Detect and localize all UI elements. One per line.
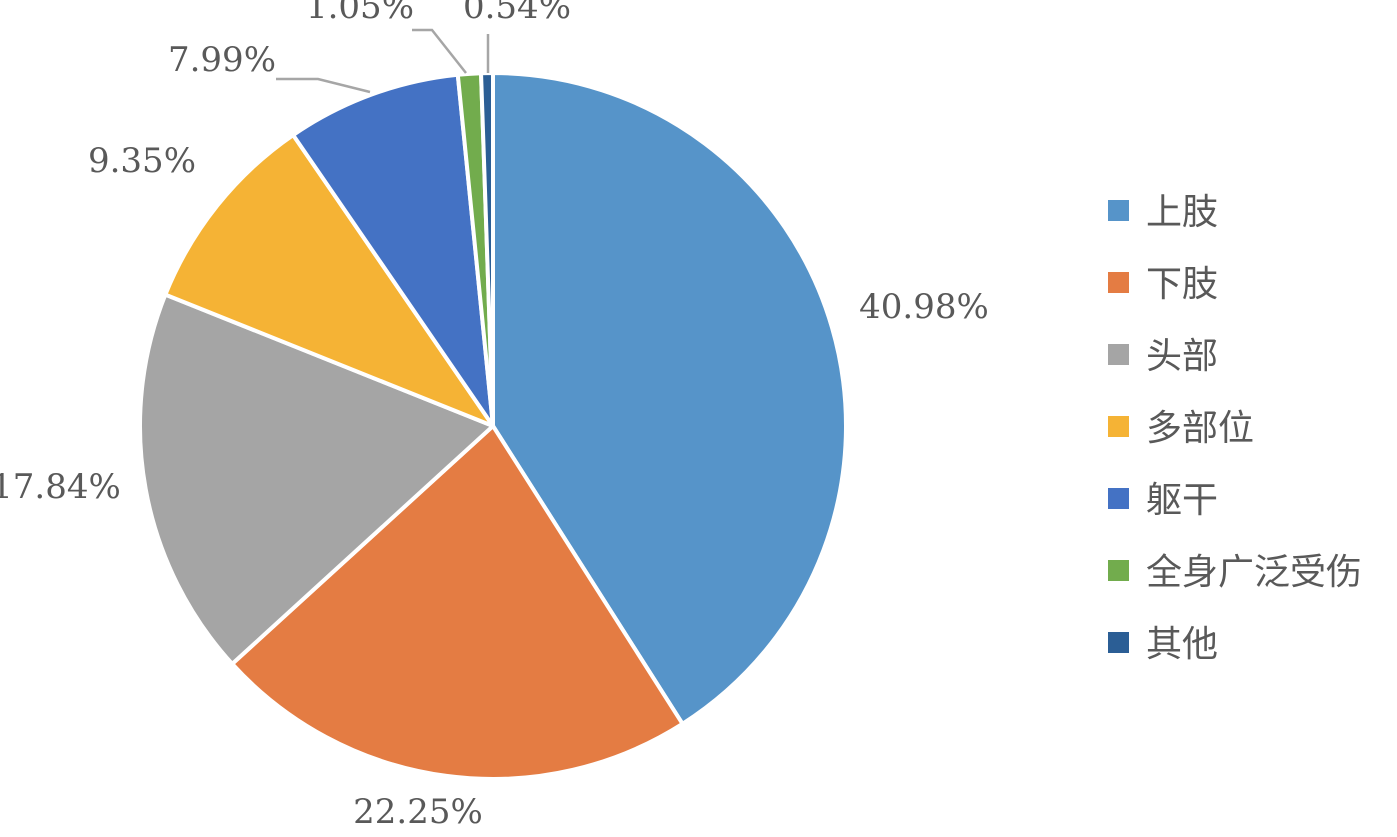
legend-label-6: 全身广泛受伤 [1146, 552, 1362, 593]
leader-line-5 [276, 77, 371, 94]
data-label-2: 22.25% [353, 792, 483, 832]
pie-slice-4 [163, 133, 495, 428]
data-label-7: 0.54% [463, 0, 571, 27]
legend-swatch-2 [1108, 272, 1129, 293]
legend-swatch-5 [1108, 488, 1129, 509]
legend-label-2: 下肢 [1146, 264, 1218, 305]
pie-slices [138, 71, 848, 781]
data-label-5: 7.99% [168, 40, 276, 80]
pie-slice-5 [291, 72, 495, 428]
data-label-3: 17.84% [0, 467, 121, 507]
data-labels: 40.98% 22.25% 17.84% 9.35% 7.99% 1.05% 0.54% [0, 0, 989, 832]
legend-swatch-7 [1108, 632, 1129, 653]
legend-label-7: 其他 [1146, 624, 1218, 665]
leader-lines [276, 28, 490, 94]
legend-swatch-6 [1108, 560, 1129, 581]
legend-swatch-3 [1108, 344, 1129, 365]
legend-swatch-1 [1108, 200, 1129, 221]
legend-label-5: 躯干 [1146, 480, 1218, 521]
pie-slice-7 [479, 71, 495, 428]
pie-slice-3 [138, 292, 495, 666]
legend-label-1: 上肢 [1146, 192, 1218, 233]
legend-label-3: 头部 [1146, 336, 1218, 377]
data-label-4: 9.35% [88, 141, 196, 181]
leader-line-6 [412, 28, 467, 74]
legend-swatch-4 [1108, 416, 1129, 437]
data-label-6: 1.05% [306, 0, 414, 27]
pie-slice-2 [230, 424, 685, 781]
legend-label-4: 多部位 [1146, 408, 1254, 449]
data-label-1: 40.98% [859, 287, 989, 327]
